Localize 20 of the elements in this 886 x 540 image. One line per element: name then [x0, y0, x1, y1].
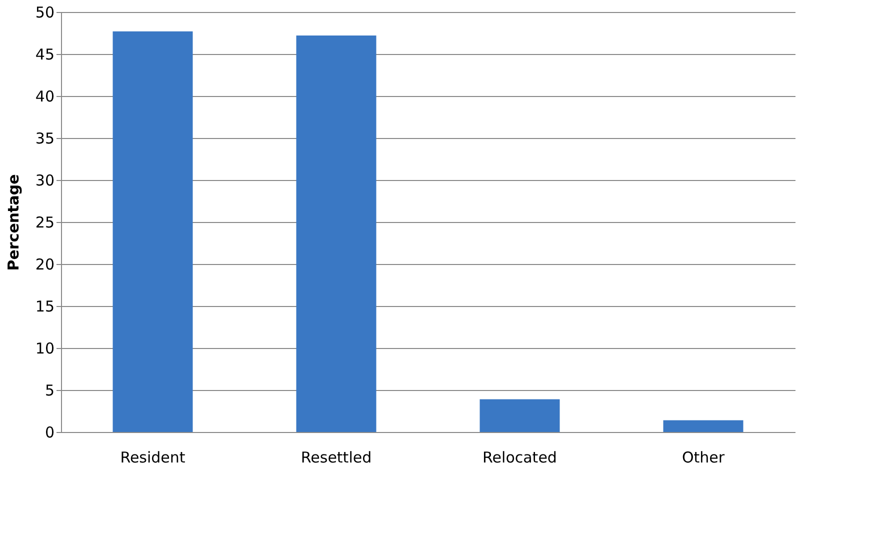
x-tick-label: Relocated: [482, 448, 557, 466]
y-tick-label: 15: [35, 298, 54, 316]
y-tick-label: 20: [35, 256, 54, 274]
y-tick-label: 5: [44, 382, 54, 400]
bar: [480, 399, 560, 432]
y-tick-label: 10: [35, 340, 54, 358]
y-tick-label: 40: [35, 88, 54, 106]
y-tick-label: 0: [44, 424, 54, 442]
y-tick-label: 50: [35, 4, 54, 22]
y-tick-label: 45: [35, 46, 54, 64]
bar: [296, 36, 376, 432]
y-axis-title: Percentage: [4, 174, 22, 271]
y-tick-label: 25: [35, 214, 54, 232]
y-tick-label: 35: [35, 130, 54, 148]
bar: [663, 420, 744, 432]
x-tick-label: Other: [682, 448, 726, 466]
x-tick-label: Resettled: [300, 448, 372, 466]
bar: [112, 31, 193, 432]
x-tick-label: Resident: [120, 448, 186, 466]
y-tick-label: 30: [35, 172, 54, 190]
